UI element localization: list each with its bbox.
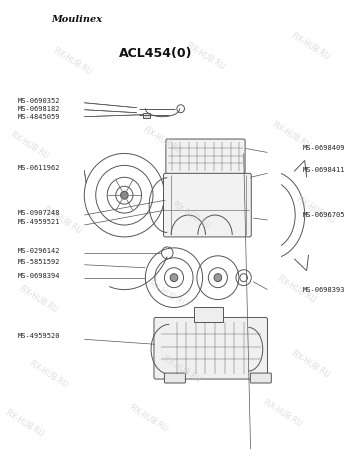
Text: FIX-HUB.RU: FIX-HUB.RU bbox=[51, 45, 93, 76]
Text: FIX-HUB.RU: FIX-HUB.RU bbox=[275, 274, 317, 305]
Text: MS-0698393: MS-0698393 bbox=[303, 287, 346, 292]
Text: MS-0698182: MS-0698182 bbox=[18, 106, 60, 112]
Text: FIX-HUB.RU: FIX-HUB.RU bbox=[170, 200, 212, 230]
Text: FIX-HUB.RU: FIX-HUB.RU bbox=[289, 31, 331, 62]
Text: FIX-HUB.RU: FIX-HUB.RU bbox=[41, 205, 83, 235]
Text: MS-0698394: MS-0698394 bbox=[18, 273, 60, 279]
Text: MS-4959521: MS-4959521 bbox=[18, 219, 60, 225]
Text: FIX-HUB.RU: FIX-HUB.RU bbox=[146, 279, 188, 310]
Text: MS-0611962: MS-0611962 bbox=[18, 165, 60, 171]
FancyBboxPatch shape bbox=[154, 317, 267, 379]
Text: FIX-HUB.RU: FIX-HUB.RU bbox=[261, 398, 303, 429]
Text: MS-0296142: MS-0296142 bbox=[18, 248, 60, 254]
Text: FIX-HUB.RU: FIX-HUB.RU bbox=[294, 195, 336, 225]
Text: FIX-HUB.RU: FIX-HUB.RU bbox=[127, 403, 169, 434]
Text: FIX-HUB.RU: FIX-HUB.RU bbox=[18, 284, 60, 315]
Text: MS-4845059: MS-4845059 bbox=[18, 114, 60, 120]
Text: FIX-HUB.RU: FIX-HUB.RU bbox=[161, 354, 203, 385]
Text: FIX-HUB.RU: FIX-HUB.RU bbox=[8, 130, 50, 161]
FancyBboxPatch shape bbox=[163, 173, 251, 237]
Circle shape bbox=[170, 274, 178, 282]
Text: MS-5851592: MS-5851592 bbox=[18, 259, 60, 265]
Text: MS-0690352: MS-0690352 bbox=[18, 98, 60, 104]
Text: FIX-HUB.RU: FIX-HUB.RU bbox=[270, 120, 312, 151]
Text: Moulinex: Moulinex bbox=[51, 15, 102, 24]
Text: MS-0907248: MS-0907248 bbox=[18, 210, 60, 216]
Text: ACL454(0): ACL454(0) bbox=[119, 46, 192, 59]
FancyBboxPatch shape bbox=[250, 373, 271, 383]
Text: FIX-HUB.RU: FIX-HUB.RU bbox=[141, 125, 183, 156]
Text: MS-0698411: MS-0698411 bbox=[303, 167, 346, 173]
Text: MS-4959520: MS-4959520 bbox=[18, 333, 60, 339]
Text: FIX-HUB.RU: FIX-HUB.RU bbox=[184, 40, 226, 72]
FancyBboxPatch shape bbox=[164, 373, 186, 383]
FancyBboxPatch shape bbox=[144, 112, 150, 117]
Text: MS-0698409: MS-0698409 bbox=[303, 145, 346, 152]
Text: MS-0696705: MS-0696705 bbox=[303, 212, 346, 218]
FancyBboxPatch shape bbox=[166, 139, 245, 174]
FancyBboxPatch shape bbox=[194, 307, 223, 322]
Circle shape bbox=[214, 274, 222, 282]
Text: FIX-HUB.RU: FIX-HUB.RU bbox=[27, 359, 69, 390]
Text: FIX-HUB.RU: FIX-HUB.RU bbox=[3, 408, 45, 439]
Circle shape bbox=[120, 191, 128, 199]
Text: FIX-HUB.RU: FIX-HUB.RU bbox=[289, 349, 331, 380]
